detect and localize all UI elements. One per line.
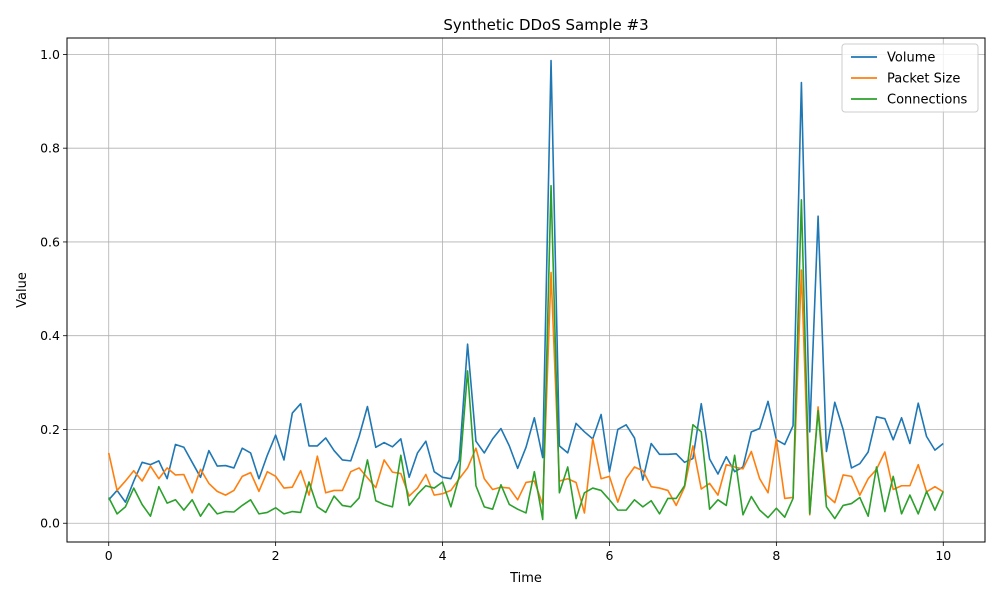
series-line-connections	[108, 184, 945, 521]
grid	[67, 38, 985, 542]
legend-label-volume: Volume	[887, 51, 935, 66]
chart-title: Synthetic DDoS Sample #3	[443, 16, 648, 34]
legend: Volume Packet Size Connections	[841, 43, 979, 113]
legend-box	[841, 43, 979, 113]
x-tick-label: 0	[105, 548, 113, 563]
series-line-volume	[108, 59, 944, 503]
y-axis-label: Value	[15, 272, 30, 308]
y-tick-label: 0.2	[40, 422, 60, 437]
series-line-packet-size	[107, 269, 944, 516]
x-tick-label: 8	[772, 548, 780, 563]
y-tick-label: 1.0	[40, 47, 60, 62]
plot-frame	[66, 37, 986, 543]
x-tick-label: 10	[935, 548, 951, 563]
y-tick-label: 0.0	[40, 516, 60, 531]
x-axis-label: Time	[509, 571, 542, 586]
x-tick-label: 4	[439, 548, 447, 563]
legend-label-connections: Connections	[887, 93, 968, 108]
y-tick-label: 0.6	[40, 234, 60, 249]
x-tick-label: 2	[272, 548, 280, 563]
x-tick-label: 6	[605, 548, 613, 563]
legend-label-packet-size: Packet Size	[887, 72, 960, 87]
y-tick-label: 0.8	[40, 141, 60, 156]
series-layer	[107, 59, 945, 521]
y-tick-label: 0.4	[40, 328, 60, 343]
ticks: 0 2 4 6 8 10 0.0 0.2 0.4 0.6 0.8 1.0	[40, 47, 951, 563]
